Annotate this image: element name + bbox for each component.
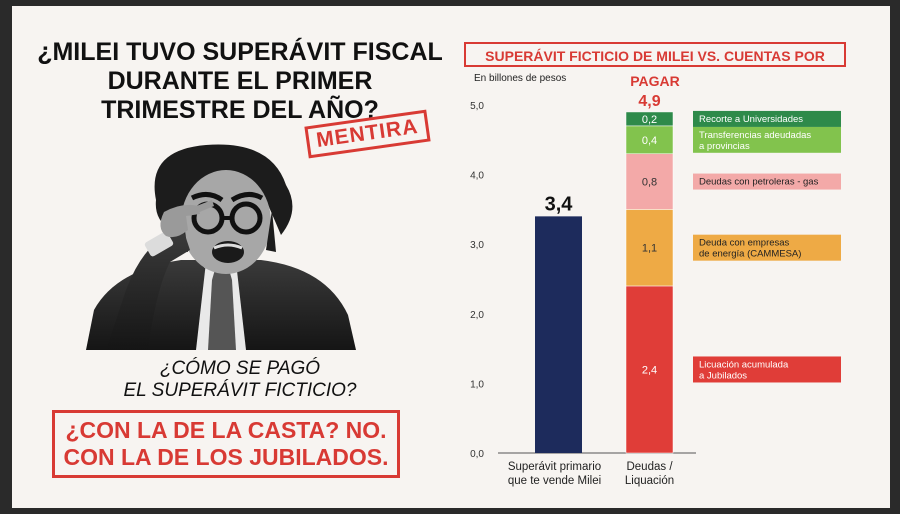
stacked-segment-value-label: 0,2 [642, 114, 657, 126]
stacked-segment [625, 209, 674, 287]
headline-title: ¿MILEI TUVO SUPERÁVIT FISCAL DURANTE EL … [20, 38, 460, 125]
y-tick-label: 2,0 [470, 310, 484, 321]
headline-line-1: ¿MILEI TUVO SUPERÁVIT FISCAL [37, 38, 443, 66]
stacked-segment-value-label: 0,4 [642, 135, 657, 147]
stacked-segment-value-label: 2,4 [642, 364, 657, 376]
y-tick-label: 4,0 [470, 171, 484, 182]
stacked-segment [625, 111, 674, 127]
stacked-bar-chart: En billones de pesos 0,0 1,0 2,0 3,0 4,0 5,0 3,… [470, 73, 841, 487]
chart-title: SUPERÁVIT FICTICIO DE MILEI VS. CUENTAS … [464, 42, 846, 89]
stacked-total-label: 4,9 [638, 93, 660, 110]
bar-superavit-value-label: 3,4 [545, 193, 574, 215]
legend-box [693, 356, 841, 383]
legend-label: de energía (CAMMESA) [699, 249, 801, 260]
x-category-label: Superávit primario [508, 461, 601, 473]
headline-line-2: DURANTE EL PRIMER [107, 67, 373, 95]
portrait-photo [86, 144, 356, 350]
answer-line-1: ¿CON LA DE LA CASTA? NO. [65, 417, 387, 443]
legend-box [693, 173, 841, 190]
answer-line-2: CON LA DE LOS JUBILADOS. [63, 444, 389, 470]
answer-box: ¿CON LA DE LA CASTA? NO. CON LA DE LOS J… [52, 410, 400, 478]
sub-question-line-2: EL SUPERÁVIT FICTICIO? [123, 380, 357, 401]
y-tick-label: 3,0 [470, 240, 484, 251]
stacked-segment [625, 125, 674, 154]
legend-label: Recorte a Universidades [699, 114, 803, 125]
x-category-label: que te vende Milei [508, 475, 601, 487]
sub-question: ¿CÓMO SE PAGÓ EL SUPERÁVIT FICTICIO? [60, 358, 420, 402]
y-tick-label: 1,0 [470, 379, 484, 390]
y-tick-label: 0,0 [470, 449, 484, 460]
legend-label: a Jubilados [699, 370, 747, 381]
legend-box [693, 126, 841, 153]
stacked-segment-value-label: 1,1 [642, 243, 657, 255]
bar-superavit [535, 216, 582, 453]
x-category-label: Deudas / [626, 461, 673, 473]
headline-line-3: TRIMESTRE DEL AÑO? [101, 96, 379, 124]
sub-question-line-1: ¿CÓMO SE PAGÓ [159, 358, 321, 379]
y-tick-label: 5,0 [470, 101, 484, 112]
legend-label: Deuda con empresas [699, 238, 790, 249]
legend-box [693, 234, 841, 261]
legend-label: Transferencias adeudadas [699, 130, 811, 141]
stacked-segment-value-label: 0,8 [642, 177, 657, 189]
y-axis-label: En billones de pesos [474, 73, 566, 84]
legend-box [693, 110, 841, 127]
legend-label: Deudas con petroleras - gas [699, 177, 819, 188]
legend-label: Licuación acumulada [699, 359, 789, 370]
legend-label: a provincias [699, 141, 750, 152]
x-category-label: Liquación [625, 475, 674, 487]
